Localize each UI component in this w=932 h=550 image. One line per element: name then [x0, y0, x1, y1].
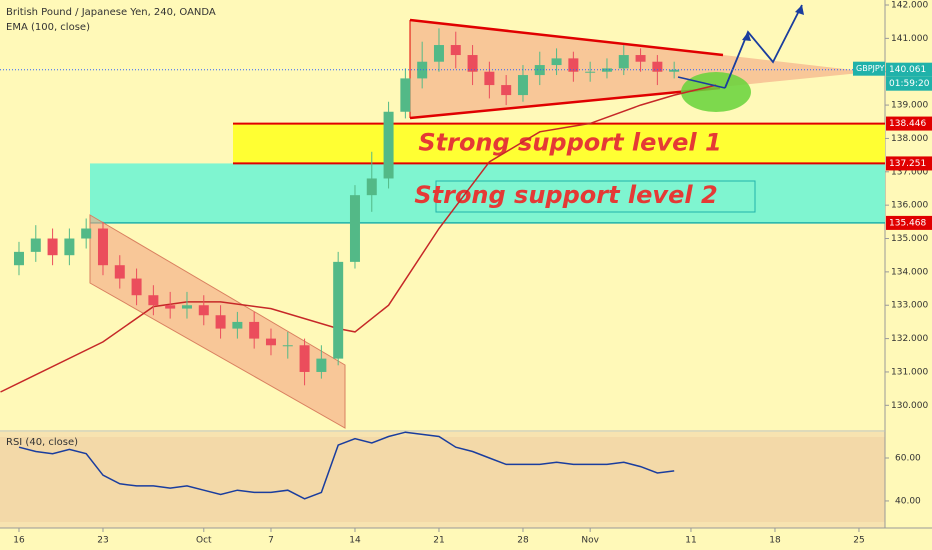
level-tag: 137.251 — [889, 159, 926, 169]
candle-body — [366, 178, 377, 196]
x-tick-label: 18 — [769, 536, 781, 546]
candle-body — [669, 69, 680, 72]
candle-body — [433, 45, 444, 62]
y-tick-label: 142.000 — [891, 1, 928, 11]
level-tag: 135.468 — [889, 218, 926, 228]
candle-body — [551, 58, 562, 66]
arrow-path — [677, 76, 726, 89]
indicator-label: EMA (100, close) — [6, 22, 90, 33]
candle-body — [97, 228, 108, 266]
candle-body — [383, 111, 394, 179]
candle-body — [417, 61, 428, 79]
y-tick-label: 134.000 — [891, 267, 928, 277]
candle-body — [652, 61, 663, 72]
level-tag-box — [886, 215, 932, 230]
countdown-tag-box — [886, 76, 932, 91]
support-zone-1 — [233, 123, 885, 164]
candle-body — [349, 195, 360, 262]
triangle-upper — [409, 18, 724, 57]
y-tick-label: 135.000 — [891, 234, 928, 244]
level-tag: 138.446 — [889, 119, 926, 129]
candle-body — [198, 305, 209, 316]
candle-body — [484, 71, 495, 86]
triangle-lower — [409, 86, 721, 120]
target-ellipse — [681, 72, 751, 112]
x-tick-label: 21 — [433, 536, 444, 546]
candle-body — [114, 265, 125, 279]
annotation: Strong support level 2 — [414, 181, 717, 209]
candle-body — [585, 71, 596, 73]
x-tick-label: 28 — [517, 536, 529, 546]
y-tick-label: 131.000 — [891, 367, 928, 377]
candle-body — [30, 238, 41, 252]
y-tick-label: 133.000 — [891, 301, 928, 311]
y-tick-label: 136.000 — [891, 201, 928, 211]
countdown-tag: 01:59:20 — [889, 79, 930, 89]
y-tick-label: 137.000 — [891, 167, 928, 177]
candle-body — [333, 261, 344, 359]
y-tick-label: 132.000 — [891, 334, 928, 344]
x-tick-label: 11 — [685, 536, 696, 546]
arrow-path — [724, 4, 803, 89]
candle-body — [64, 238, 75, 256]
candle-body — [568, 58, 579, 72]
candle-body — [534, 65, 545, 76]
x-tick-label: 23 — [97, 536, 108, 546]
rsi-label: RSI (40, close) — [6, 437, 78, 448]
rsi-tick-label: 40.00 — [895, 496, 921, 506]
candle-body — [467, 55, 478, 72]
level-tag-box — [886, 156, 932, 171]
annotation: Strong support level 1 — [418, 128, 721, 156]
candle-body — [81, 228, 92, 239]
candle-body — [215, 315, 226, 329]
y-tick-label: 139.000 — [891, 101, 928, 111]
rsi-tick-label: 60.00 — [895, 453, 921, 463]
candle-body — [299, 345, 310, 372]
candle-body — [131, 278, 142, 296]
arrow-head — [795, 5, 804, 15]
candle-body — [517, 75, 528, 96]
candle-body — [148, 295, 159, 306]
x-tick-label: 16 — [13, 536, 25, 546]
chart-title: British Pound / Japanese Yen, 240, OANDA — [6, 7, 216, 18]
x-tick-label: 14 — [349, 536, 361, 546]
y-tick-label: 130.000 — [891, 401, 928, 411]
rsi-line — [18, 431, 675, 500]
symbol-label: GBPJPY — [856, 64, 885, 73]
arrow-head — [742, 32, 751, 41]
x-tick-label: 25 — [853, 536, 864, 546]
candle-body — [618, 55, 629, 69]
plot — [0, 28, 717, 500]
last-price-tag-box — [886, 62, 932, 77]
candle-body — [316, 358, 327, 372]
x-tick-label: Oct — [196, 536, 212, 546]
candle-body — [47, 238, 58, 256]
last-price-tag: 140.061 — [889, 65, 926, 75]
symbol-box — [853, 61, 885, 76]
candle-body — [635, 55, 646, 62]
candle-body — [450, 45, 461, 56]
support-zone-2 — [90, 163, 885, 223]
y-tick-label: 141.000 — [891, 34, 928, 44]
y-tick-label: 138.000 — [891, 134, 928, 144]
candle-body — [181, 305, 192, 309]
candle-body — [282, 345, 293, 347]
candle-body — [400, 78, 411, 112]
candle-body — [265, 338, 276, 346]
candle-body — [232, 321, 243, 329]
candle-body — [165, 305, 176, 309]
candle-body — [501, 85, 512, 96]
level-tag-box — [886, 116, 932, 131]
candle-body — [249, 321, 260, 339]
x-tick-label: Nov — [581, 536, 599, 546]
x-tick-label: 7 — [268, 536, 274, 546]
candle-body — [13, 251, 24, 266]
label-box — [435, 180, 756, 213]
rsi-band — [0, 437, 885, 522]
